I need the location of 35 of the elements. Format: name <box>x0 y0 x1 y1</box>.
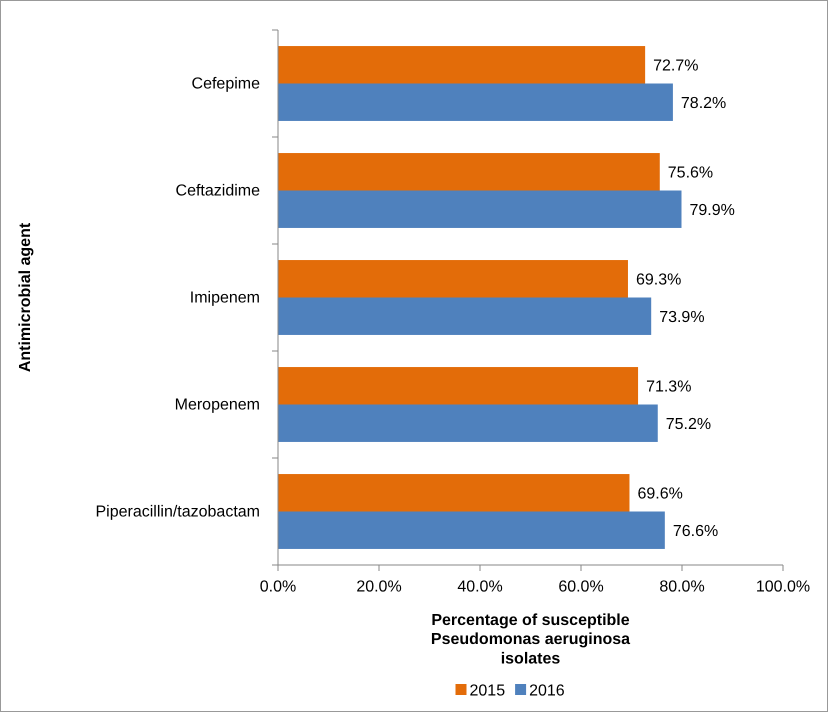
y-tick-label: Ceftazidime <box>176 182 260 200</box>
bar <box>278 367 638 404</box>
bar <box>278 404 658 442</box>
bar <box>278 260 628 298</box>
x-tick-label: 20.0% <box>356 578 402 596</box>
data-label: 75.6% <box>668 164 714 182</box>
y-tick-label: Imipenem <box>190 290 260 307</box>
data-label: 73.9% <box>659 308 705 326</box>
legend-label: 2015 <box>470 682 506 700</box>
bar <box>278 46 646 84</box>
data-label: 69.6% <box>637 485 683 502</box>
bar <box>278 298 652 335</box>
data-label: 78.2% <box>680 94 726 112</box>
x-tick-label: 0.0% <box>260 578 296 596</box>
bar <box>278 474 630 512</box>
x-tick-label: 80.0% <box>659 578 705 596</box>
legend-label: 2016 <box>529 682 565 700</box>
bar <box>278 153 660 190</box>
data-label: 69.3% <box>636 271 682 288</box>
data-label: 72.7% <box>653 57 699 74</box>
data-label: 71.3% <box>646 378 692 396</box>
x-tick-label: 60.0% <box>558 578 604 596</box>
bar <box>278 190 682 228</box>
x-tick-label: 100.0% <box>756 578 810 596</box>
y-tick-label: Meropenem <box>174 396 260 414</box>
bar <box>278 84 673 121</box>
data-label: 76.6% <box>672 522 718 540</box>
x-axis-title: Percentage of susceptible Pseudomonas aeruginosa isolates <box>430 612 630 668</box>
x-tick-label: 40.0% <box>457 578 503 596</box>
y-tick-label: Cefepime <box>192 76 260 93</box>
bar <box>278 512 665 549</box>
data-label: 75.2% <box>666 416 712 433</box>
y-axis-title: Antimicrobial agent <box>17 222 34 372</box>
data-label: 79.9% <box>689 202 735 219</box>
y-tick-label: Piperacillin/tazobactam <box>95 504 260 521</box>
